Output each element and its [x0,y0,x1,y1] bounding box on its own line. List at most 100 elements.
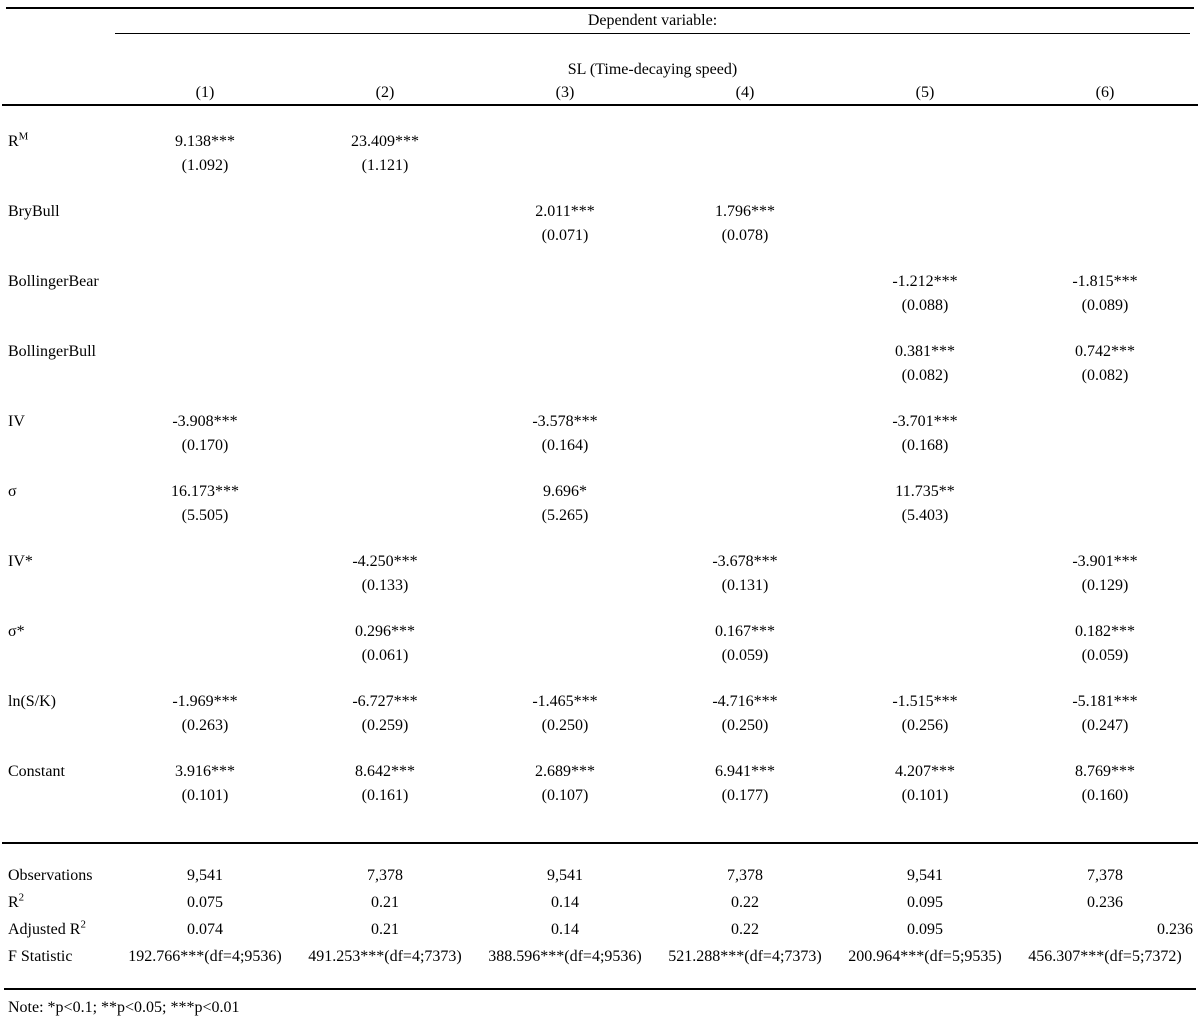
coef-cell-4-3: -3.578*** [532,413,598,430]
summary-row: R2 0.075 0.21 0.14 0.22 0.095 0.236 [0,889,1200,916]
se-row: (5.505) (5.265) (5.403) [0,504,1200,528]
se-cell-6-6: (0.129) [1081,577,1129,594]
summary-cell-3-5: 200.964***(df=5;9535) [848,947,1002,965]
row-label-7-text: σ* [8,623,25,640]
coef-block-0: RM 9.138*** 23.409*** (1.092) (1.121) [0,130,1200,178]
note-rule [4,988,1196,990]
se-cell-7-2: (0.061) [361,647,409,664]
summary-label-2-superscript: 2 [80,918,86,931]
row-label-6-text: IV* [8,553,33,570]
summary-cell-0-5: 9,541 [907,866,943,884]
se-cell-7-4: (0.059) [721,647,769,664]
se-cell-8-5: (0.256) [901,717,949,734]
row-label-0: RM [0,130,115,151]
summary-cell-2-2: 0.21 [371,920,399,938]
row-label-5-text: σ [8,483,17,500]
row-label-1: BryBull [0,203,115,221]
coef-cell-3-5: 0.381*** [895,343,955,360]
column-header-2: (2) [375,84,395,101]
coef-row: IV -3.908*** -3.578*** -3.701*** [0,410,1200,434]
summary-label-3-text: F Statistic [8,947,73,965]
row-label-7: σ* [0,623,115,641]
coef-block-8: ln(S/K) -1.969*** -6.727*** -1.465*** -4.716… [0,690,1200,738]
summary-cell-0-3: 9,541 [547,866,583,884]
summary-cell-2-3: 0.14 [551,920,579,938]
summary-cell-2-5: 0.095 [907,920,943,938]
coef-cell-3-6: 0.742*** [1075,343,1135,360]
se-cell-9-1: (0.101) [181,787,229,804]
se-cell-7-6: (0.059) [1081,647,1129,664]
se-cell-5-5: (5.403) [901,507,949,524]
coefficients-section: RM 9.138*** 23.409*** (1.092) (1.121) BryBull… [0,106,1200,842]
coef-cell-9-3: 2.689*** [535,763,595,780]
summary-cell-1-3: 0.14 [551,893,579,911]
row-label-1-text: BryBull [8,203,60,220]
coef-row: σ* 0.296*** 0.167*** 0.182*** [0,620,1200,644]
se-cell-2-5: (0.088) [901,297,949,314]
coef-cell-9-6: 8.769*** [1075,763,1135,780]
coef-cell-7-4: 0.167*** [715,623,775,640]
se-cell-0-1: (1.092) [181,157,229,174]
se-cell-5-1: (5.505) [181,507,229,524]
coef-cell-8-4: -4.716*** [712,693,778,710]
se-cell-3-6: (0.082) [1081,367,1129,384]
se-cell-6-2: (0.133) [361,577,409,594]
se-cell-8-4: (0.250) [721,717,769,734]
se-cell-9-6: (0.160) [1081,787,1129,804]
coef-cell-9-1: 3.916*** [175,763,235,780]
coef-row: BryBull 2.011*** 1.796*** [0,200,1200,224]
row-label-9: Constant [0,763,115,781]
summary-label-0: Observations [0,867,115,885]
top-rule [6,7,1194,9]
se-cell-8-1: (0.263) [181,717,229,734]
row-label-2: BollingerBear [0,273,115,291]
summary-label-1-superscript: 2 [18,891,25,904]
summary-cell-3-4: 521.288***(df=4;7373) [668,947,822,965]
coef-block-2: BollingerBear -1.212*** -1.815*** (0.088) (0… [0,270,1200,318]
coef-cell-5-5: 11.735** [895,483,955,500]
se-cell-9-2: (0.161) [361,787,409,804]
se-row: (0.082) (0.082) [0,364,1200,388]
significance-note: Note: *p<0.1; **p<0.05; ***p<0.01 [8,999,240,1016]
row-label-9-text: Constant [8,763,65,780]
summary-section: Observations 9,541 7,378 9,541 7,378 9,541 7,3… [0,844,1200,988]
column-headers-row: (1) (2) (3) (4) (5) (6) [0,82,1200,104]
coef-row: BollingerBull 0.381*** 0.742*** [0,340,1200,364]
row-label-8-text: ln(S/K) [8,693,56,710]
coef-row: ln(S/K) -1.969*** -6.727*** -1.465*** -4.716… [0,690,1200,714]
coef-cell-8-2: -6.727*** [352,693,418,710]
row-label-0-text: RM [8,130,29,150]
coef-block-3: BollingerBull 0.381*** 0.742*** (0.082) (0.0… [0,340,1200,388]
coef-row: RM 9.138*** 23.409*** [0,130,1200,154]
header-rule [2,104,1198,106]
column-header-5: (5) [915,84,935,101]
row-label-6: IV* [0,553,115,571]
summary-cell-1-2: 0.21 [371,893,399,911]
coef-cell-2-5: -1.212*** [892,273,958,290]
coef-row: BollingerBear -1.212*** -1.815*** [0,270,1200,294]
row-label-5: σ [0,483,115,501]
summary-cell-2-1: 0.074 [187,920,223,938]
coef-cell-5-3: 9.696* [543,483,587,500]
coef-row: IV* -4.250*** -3.678*** -3.901*** [0,550,1200,574]
summary-cell-2-6: 0.236 [1157,920,1193,938]
column-header-6: (6) [1095,84,1115,101]
summary-cell-1-1: 0.075 [187,893,223,911]
se-row: (1.092) (1.121) [0,154,1200,178]
summary-cell-3-3: 388.596***(df=4;9536) [488,947,642,965]
summary-label-2-text: Adjusted R2 [8,918,86,938]
se-cell-4-1: (0.170) [181,437,229,454]
summary-label-1-text: R2 [8,891,25,911]
se-cell-1-4: (0.078) [721,227,769,244]
coef-cell-8-6: -5.181*** [1072,693,1138,710]
summary-cell-0-2: 7,378 [367,866,403,884]
summary-cell-1-6: 0.236 [1087,893,1123,911]
se-cell-9-5: (0.101) [901,787,949,804]
coef-cell-1-4: 1.796*** [715,203,775,220]
header-spacer [0,34,1200,58]
row-label-3-text: BollingerBull [8,343,96,360]
se-cell-8-6: (0.247) [1081,717,1129,734]
coef-cell-9-5: 4.207*** [895,763,955,780]
se-row: (0.170) (0.164) (0.168) [0,434,1200,458]
